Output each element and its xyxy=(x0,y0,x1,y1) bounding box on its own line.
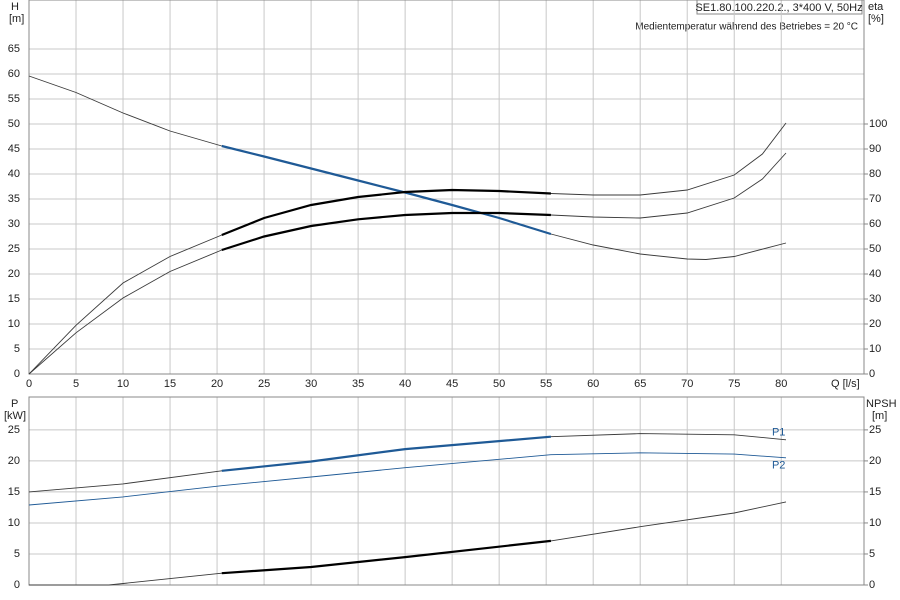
y-axis-unit: [m] xyxy=(9,13,24,25)
x-tick-label: 10 xyxy=(117,378,129,390)
y2-tick-label: 5 xyxy=(869,548,875,560)
y-tick-label: 25 xyxy=(8,243,20,255)
y-tick-label: 10 xyxy=(8,318,20,330)
y-tick-label: 5 xyxy=(14,548,20,560)
x-tick-label: 30 xyxy=(305,378,317,390)
y2-axis-label: eta xyxy=(868,1,884,13)
y-axis-unit: [kW] xyxy=(4,410,26,422)
y2-tick-label: 90 xyxy=(869,143,881,155)
x-tick-label: 45 xyxy=(446,378,458,390)
y2-axis-unit: [m] xyxy=(872,410,887,422)
subtitle: Medientemperatur während des Betriebes =… xyxy=(635,22,858,33)
y-tick-label: 15 xyxy=(8,486,20,498)
x-tick-label: 50 xyxy=(493,378,505,390)
curve xyxy=(29,501,787,586)
curve-operating-range xyxy=(221,211,551,252)
y2-tick-label: 15 xyxy=(869,486,881,498)
y2-tick-label: 0 xyxy=(869,579,875,591)
y2-tick-label: 10 xyxy=(869,517,881,529)
curve-label: P2 xyxy=(772,460,785,472)
y-tick-label: 55 xyxy=(8,93,20,105)
y2-axis-label: NPSH xyxy=(866,398,897,410)
y2-tick-label: 30 xyxy=(869,293,881,305)
y-tick-label: 25 xyxy=(8,424,20,436)
model-box xyxy=(696,0,863,15)
curve-operating-range xyxy=(221,144,552,236)
curve xyxy=(28,452,787,506)
y-tick-label: 45 xyxy=(8,143,20,155)
y2-tick-label: 20 xyxy=(869,318,881,330)
x-axis-label: Q [l/s] xyxy=(831,378,860,390)
x-tick-label: 15 xyxy=(164,378,176,390)
curve-operating-range xyxy=(221,539,552,575)
y-tick-label: 15 xyxy=(8,293,20,305)
x-tick-label: 60 xyxy=(587,378,599,390)
y-tick-label: 40 xyxy=(8,168,20,180)
y-tick-label: 35 xyxy=(8,193,20,205)
y2-tick-label: 50 xyxy=(869,243,881,255)
y-axis-label: P xyxy=(11,398,18,410)
y2-tick-label: 10 xyxy=(869,343,881,355)
curve-operating-range xyxy=(221,435,551,472)
y-axis-label: H xyxy=(11,1,19,13)
curve xyxy=(28,152,787,375)
x-tick-label: 65 xyxy=(634,378,646,390)
curve xyxy=(28,75,787,260)
plot-frame xyxy=(28,396,865,586)
x-tick-label: 35 xyxy=(352,378,364,390)
curve-label: P1 xyxy=(772,427,785,439)
y-tick-label: 20 xyxy=(8,268,20,280)
plot-frame xyxy=(28,0,865,375)
x-tick-label: 40 xyxy=(399,378,411,390)
x-tick-label: 80 xyxy=(775,378,787,390)
x-tick-label: 25 xyxy=(258,378,270,390)
y2-tick-label: 25 xyxy=(869,424,881,436)
x-tick-label: 5 xyxy=(73,378,79,390)
curve-operating-range xyxy=(221,188,551,237)
y-tick-label: 65 xyxy=(8,43,20,55)
x-tick-label: 70 xyxy=(681,378,693,390)
y2-tick-label: 70 xyxy=(869,193,881,205)
x-tick-label: 0 xyxy=(26,378,32,390)
y2-tick-label: 80 xyxy=(869,168,881,180)
x-tick-label: 55 xyxy=(540,378,552,390)
y2-tick-label: 0 xyxy=(869,368,875,380)
y-tick-label: 60 xyxy=(8,68,20,80)
model-label: SE1.80.100.220.2., 3*400 V, 50Hz xyxy=(695,2,862,14)
y2-tick-label: 100 xyxy=(869,118,887,130)
y2-tick-label: 20 xyxy=(869,455,881,467)
y-tick-label: 5 xyxy=(14,343,20,355)
y-tick-label: 50 xyxy=(8,118,20,130)
y-tick-label: 20 xyxy=(8,455,20,467)
x-tick-label: 20 xyxy=(211,378,223,390)
y-tick-label: 0 xyxy=(14,368,20,380)
y-tick-label: 0 xyxy=(14,579,20,591)
curve xyxy=(28,433,787,493)
y-tick-label: 10 xyxy=(8,517,20,529)
y2-tick-label: 60 xyxy=(869,218,881,230)
y2-axis-unit: [%] xyxy=(868,13,884,25)
y-tick-label: 30 xyxy=(8,218,20,230)
y2-tick-label: 40 xyxy=(869,268,881,280)
x-tick-label: 75 xyxy=(728,378,740,390)
